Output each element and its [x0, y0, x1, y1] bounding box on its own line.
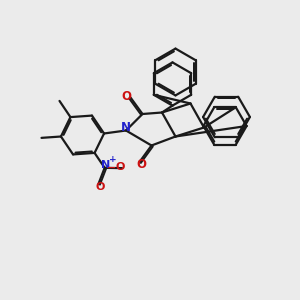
Text: O: O [136, 158, 146, 172]
Text: O: O [116, 162, 125, 172]
Text: +: + [109, 155, 117, 164]
Text: O: O [95, 182, 105, 192]
Text: −: − [107, 163, 116, 173]
Text: N: N [121, 121, 131, 134]
Text: N: N [100, 160, 110, 170]
Text: O: O [121, 89, 131, 103]
